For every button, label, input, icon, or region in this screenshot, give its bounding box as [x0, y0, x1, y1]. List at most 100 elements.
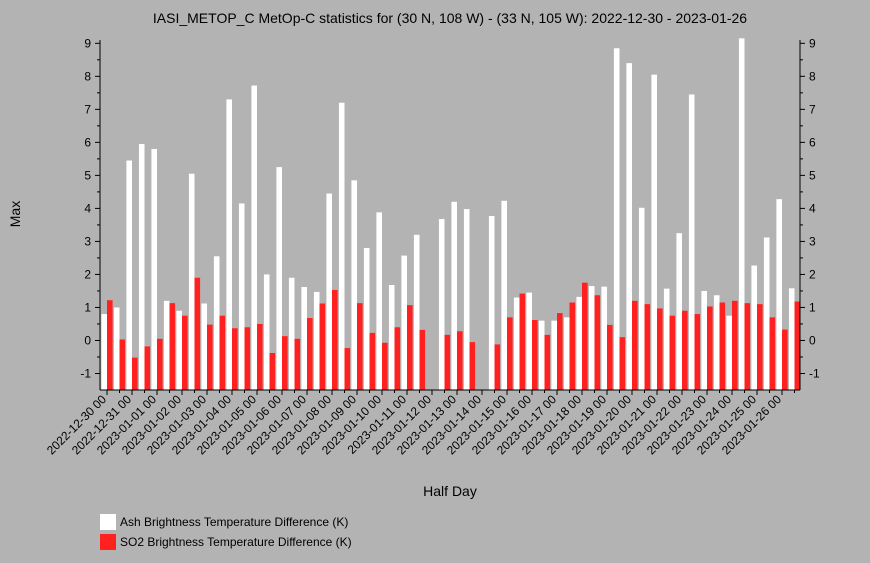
so2-bar	[182, 315, 188, 390]
so2-bar	[757, 304, 763, 390]
ash-bar	[388, 285, 395, 390]
ash-bar	[713, 295, 720, 390]
so2-bar	[607, 324, 613, 390]
ash-bar	[176, 310, 182, 390]
so2-bar	[719, 302, 726, 390]
ash-bar	[101, 314, 107, 390]
y-tick-label-right: 1	[809, 300, 816, 314]
ash-bar	[526, 292, 532, 390]
ash-bar	[163, 300, 170, 390]
y-tick-label-right: 8	[809, 69, 816, 83]
ash-bar	[201, 303, 207, 390]
y-tick-label-left: 0	[84, 333, 91, 347]
so2-bar	[369, 332, 376, 390]
y-tick-label-left: 1	[84, 300, 91, 314]
so2-bar	[544, 334, 551, 390]
so2-bar	[132, 357, 138, 390]
so2-bar	[469, 342, 476, 390]
y-tick-label-left: 5	[84, 168, 91, 182]
legend: Ash Brightness Temperature Difference (K…	[100, 512, 352, 552]
ash-bar	[651, 74, 657, 391]
so2-bar	[219, 315, 226, 390]
ash-bar	[226, 99, 232, 391]
so2-bar	[507, 317, 513, 390]
so2-bar	[569, 302, 576, 390]
bars-group	[101, 38, 801, 391]
so2-bar	[694, 314, 701, 390]
so2-bar	[444, 334, 451, 390]
so2-bar	[207, 324, 213, 390]
ash-bar	[276, 167, 282, 390]
legend-label-so2: SO2 Brightness Temperature Difference (K…	[120, 535, 352, 549]
y-tick-label-right: 6	[809, 135, 816, 149]
so2-bar	[669, 315, 676, 390]
ash-bar	[613, 48, 620, 390]
y-tick-label-left: 8	[84, 69, 91, 83]
so2-bar	[257, 323, 263, 390]
so2-bar	[532, 320, 538, 390]
ash-bar	[213, 256, 220, 390]
ash-bar	[451, 201, 457, 390]
so2-bar	[244, 327, 251, 390]
so2-bar	[119, 339, 126, 390]
so2-bar	[319, 303, 326, 390]
ash-bar	[688, 94, 695, 390]
so2-bar	[619, 337, 626, 390]
so2-bar	[269, 353, 276, 390]
y-tick-label-left: 6	[84, 135, 91, 149]
so2-bar	[644, 304, 651, 390]
so2-bar	[107, 300, 113, 390]
ash-bar	[763, 237, 770, 390]
so2-bar	[582, 282, 588, 390]
so2-bar	[382, 342, 388, 390]
ash-bar	[138, 144, 145, 390]
ash-bar	[788, 288, 795, 390]
so2-bar	[782, 329, 788, 390]
so2-bar	[682, 310, 688, 390]
so2-bar	[394, 327, 401, 390]
so2-bar	[744, 303, 751, 390]
ash-bar	[538, 320, 545, 390]
so2-bar	[407, 305, 413, 390]
so2-bar	[769, 317, 776, 390]
so2-bar	[657, 308, 663, 390]
so2-bar	[157, 338, 163, 390]
y-tick-label-right: 4	[809, 201, 816, 215]
y-tick-label-right: -1	[809, 366, 820, 380]
ash-bar	[238, 203, 245, 390]
ash-bar	[701, 290, 707, 390]
ash-bar	[726, 315, 732, 390]
ash-bar	[363, 248, 370, 390]
ash-bar	[351, 180, 357, 390]
so2-bar	[419, 329, 426, 390]
ash-bar	[126, 160, 132, 390]
ash-bar	[488, 215, 495, 390]
ash-bar	[626, 63, 632, 391]
y-tick-label-right: 7	[809, 102, 816, 116]
so2-bar	[344, 348, 351, 390]
legend-item-so2: SO2 Brightness Temperature Difference (K…	[100, 532, 352, 552]
ash-bar	[438, 218, 445, 390]
so2-bar	[594, 295, 601, 390]
legend-label-ash: Ash Brightness Temperature Difference (K…	[120, 515, 349, 529]
ash-bar	[588, 285, 595, 390]
so2-bar	[332, 289, 338, 390]
ash-bar	[313, 291, 320, 390]
so2-bar	[282, 336, 288, 390]
ash-bar	[263, 274, 270, 390]
ash-bar	[326, 193, 332, 390]
ash-bar	[463, 209, 470, 390]
x-axis-label: Half Day	[423, 483, 477, 499]
y-axis-label: Max	[7, 201, 23, 227]
y-tick-label-right: 5	[809, 168, 816, 182]
y-tick-label-left: 2	[84, 267, 91, 281]
so2-bar	[494, 344, 501, 390]
y-tick-label-right: 9	[809, 36, 816, 50]
ash-bar	[638, 207, 645, 390]
ash-bar	[288, 277, 295, 390]
so2-bar	[519, 293, 526, 390]
legend-item-ash: Ash Brightness Temperature Difference (K…	[100, 512, 352, 532]
ash-bar	[601, 286, 607, 390]
